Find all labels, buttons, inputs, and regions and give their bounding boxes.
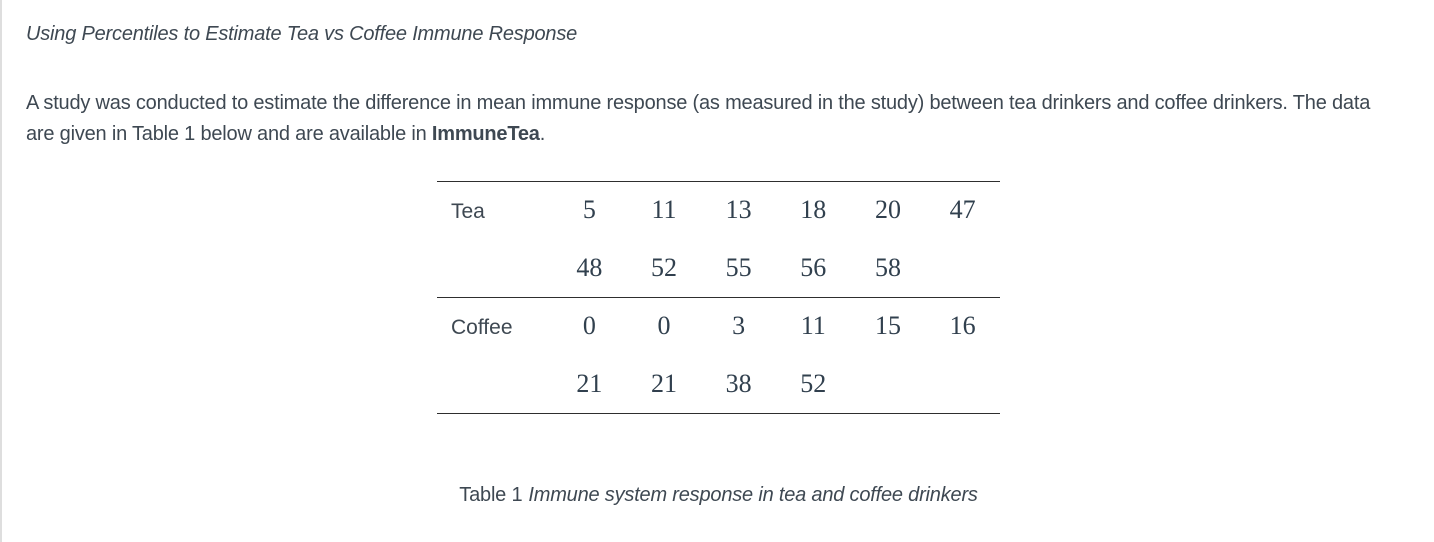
- table-cell: 55: [725, 253, 752, 282]
- table-cell: 52: [800, 369, 827, 398]
- table-cell: 47: [949, 195, 976, 224]
- intro-paragraph: A study was conducted to estimate the di…: [26, 88, 1386, 150]
- intro-text: A study was conducted to estimate the di…: [26, 92, 1371, 145]
- table-cell: 58: [874, 253, 901, 282]
- table-cell: 16: [925, 297, 1000, 356]
- table-cell: 18: [800, 195, 827, 224]
- table-cell: 15: [850, 297, 926, 356]
- caption-text: Immune system response in tea and coffee…: [528, 484, 978, 506]
- table-cell: 48: [576, 253, 603, 282]
- tea-row-line1: Tea 5 11 13 18 20 47: [437, 182, 1000, 241]
- table-cell: 56: [800, 253, 827, 282]
- table-cell: 38: [725, 369, 752, 398]
- table-cell: 3: [701, 297, 776, 356]
- page-title: Using Percentiles to Estimate Tea vs Cof…: [26, 23, 578, 45]
- tea-row-line2: 48 52 55 56 58: [437, 240, 1000, 298]
- row-label-coffee: Coffee: [437, 297, 552, 356]
- table-cell: 13: [725, 195, 752, 224]
- table-cell: 20: [874, 195, 901, 224]
- coffee-row-line2: 21 21 38 52: [437, 356, 1000, 414]
- coffee-row-line1: Coffee 0 0 3 11 15 16: [437, 297, 1000, 356]
- table-caption: Table 1 Immune system response in tea and…: [437, 484, 1000, 507]
- table-cell: 11: [775, 297, 851, 356]
- table-cell: 11: [651, 195, 677, 224]
- empty-cell: [851, 356, 926, 414]
- empty-cell: [925, 240, 1000, 298]
- empty-cell: [437, 240, 552, 298]
- table-cell: 21: [576, 369, 603, 398]
- data-table: Tea 5 11 13 18 20 47 48 52 55 56 58 Coff…: [437, 181, 1000, 414]
- table-cell: 52: [650, 253, 677, 282]
- intro-period: .: [539, 123, 546, 145]
- row-label-tea: Tea: [451, 200, 485, 223]
- empty-cell: [925, 356, 1000, 414]
- empty-cell: [437, 356, 552, 414]
- table-cell: 0: [552, 297, 627, 356]
- caption-label: Table 1: [459, 484, 523, 506]
- table-cell: 0: [626, 297, 702, 356]
- table-cell: 21: [650, 369, 677, 398]
- dataset-name: ImmuneTea: [431, 123, 540, 145]
- table-cell: 5: [582, 195, 596, 224]
